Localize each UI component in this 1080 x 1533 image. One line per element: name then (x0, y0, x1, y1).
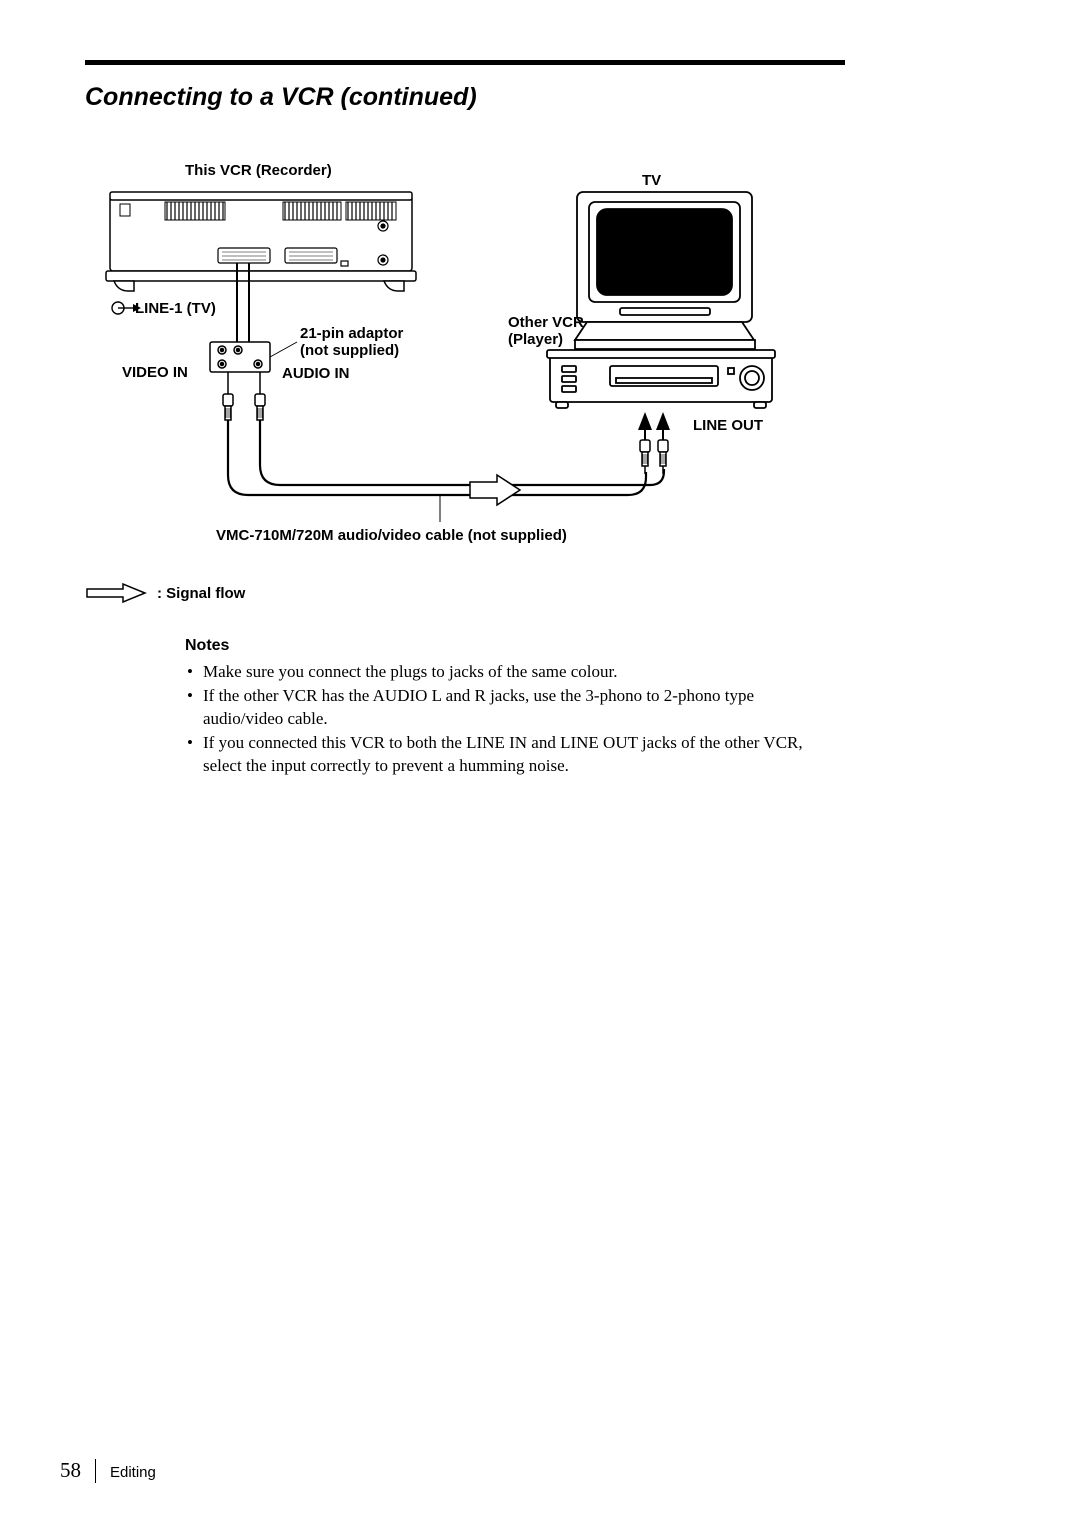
note-item: Make sure you connect the plugs to jacks… (185, 661, 820, 683)
note-item: If the other VCR has the AUDIO L and R j… (185, 685, 820, 730)
label-line-out: LINE OUT (693, 417, 763, 435)
connection-diagram: This VCR (Recorder) TV LINE-1 (TV) 21-pi… (100, 162, 800, 577)
label-adaptor-l1: 21-pin adaptor (300, 325, 403, 343)
notes-heading: Notes (185, 637, 820, 655)
page-title: Connecting to a VCR (continued) (85, 83, 845, 112)
page-number: 58 (60, 1458, 81, 1483)
label-other-vcr-l2: (Player) (508, 331, 563, 349)
label-line1: LINE-1 (TV) (135, 300, 216, 318)
signal-flow-label: : Signal flow (157, 585, 245, 602)
notes-list: Make sure you connect the plugs to jacks… (185, 661, 820, 777)
label-other-vcr-l1: Other VCR (508, 314, 584, 332)
signal-flow-icon (85, 583, 149, 603)
header-rule (85, 60, 845, 65)
label-adaptor-l2: (not supplied) (300, 342, 399, 360)
note-item: If you connected this VCR to both the LI… (185, 732, 820, 777)
label-this-vcr: This VCR (Recorder) (185, 162, 332, 180)
label-video-in: VIDEO IN (122, 364, 188, 382)
signal-flow-legend: : Signal flow (85, 583, 845, 603)
diagram-svg (100, 162, 800, 577)
label-cable: VMC-710M/720M audio/video cable (not sup… (216, 527, 567, 545)
page-footer: 58 Editing (60, 1458, 156, 1483)
notes-block: Notes Make sure you connect the plugs to… (185, 637, 820, 777)
label-tv: TV (642, 172, 661, 190)
label-audio-in: AUDIO IN (282, 365, 350, 383)
section-name: Editing (110, 1464, 156, 1481)
footer-separator (95, 1459, 96, 1483)
